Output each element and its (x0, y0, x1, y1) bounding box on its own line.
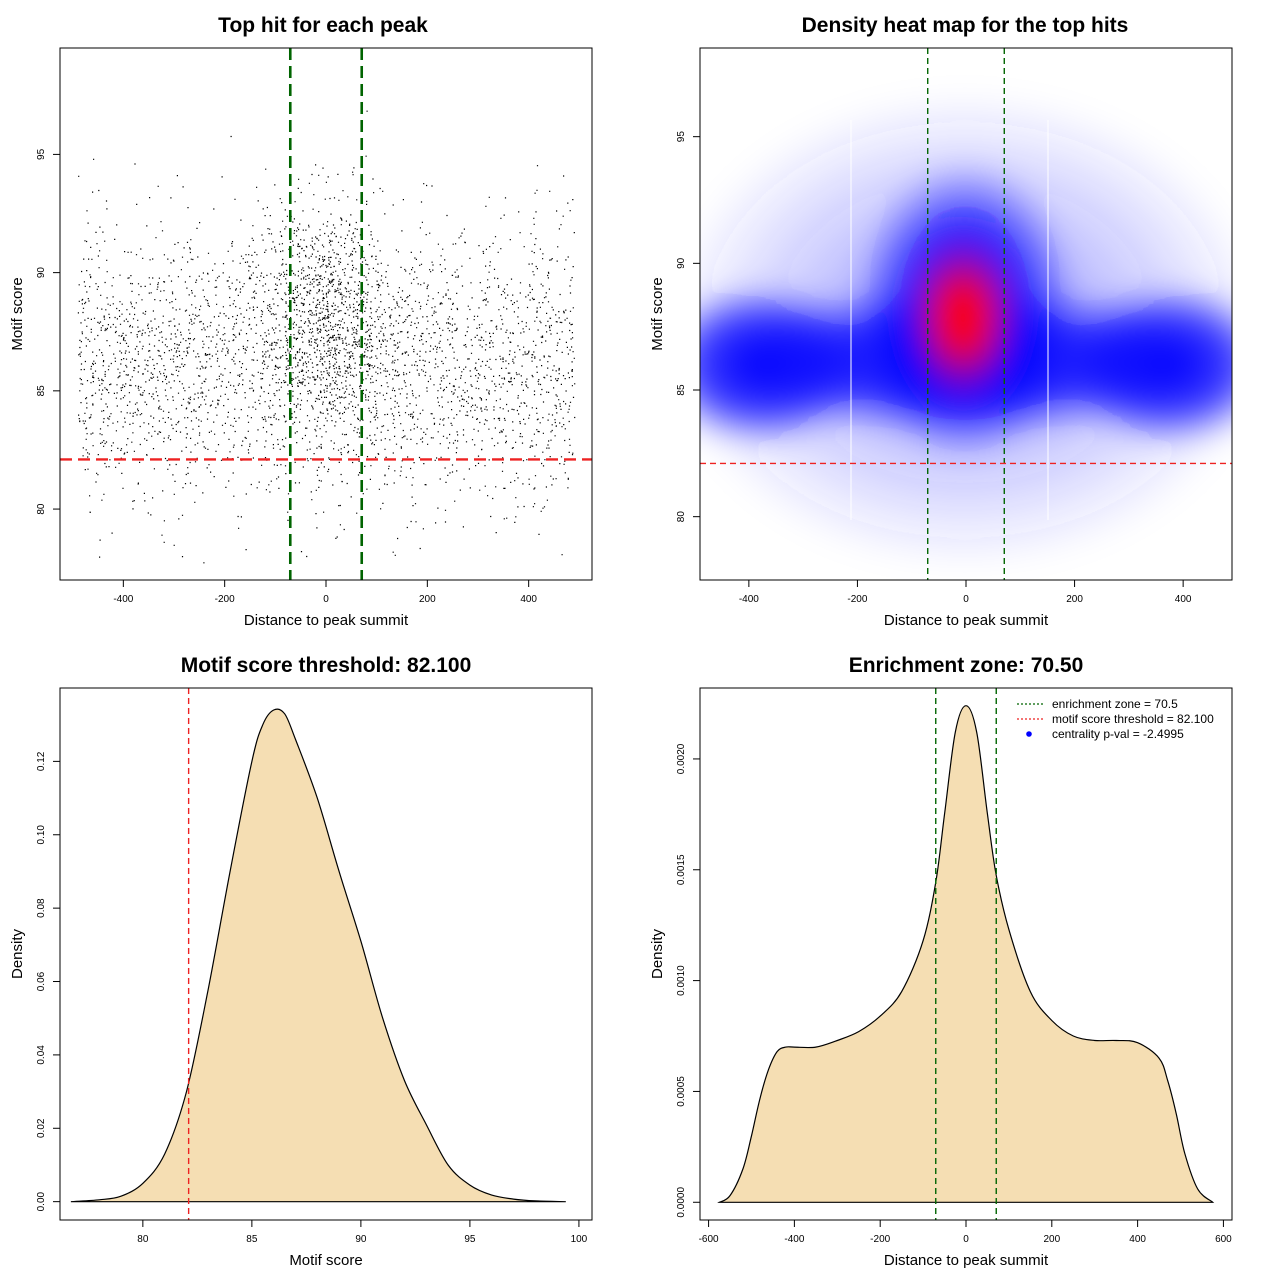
heatmap-threshold-lines (700, 48, 1232, 580)
heatmap-y-label: Motif score (649, 277, 666, 350)
heatmap-y-tick-label: 80 (676, 511, 687, 523)
scatter-y-tick-label: 95 (36, 148, 47, 160)
panel-heatmap: Density heat map for the top hits -400 -2… (649, 14, 1233, 629)
distance-density-x-axis: -600 -400 -200 0 200 400 600 (699, 1219, 1232, 1245)
scatter-x-tick-label: 0 (323, 594, 329, 605)
distance-density-y-tick-label: 0.0010 (676, 965, 687, 996)
score-density-x-label: Motif score (289, 1252, 362, 1269)
scatter-y-axis: 80 85 90 95 (36, 148, 61, 515)
panel-distance-density: Enrichment zone: 70.50 -600 -400 -200 0 200 4… (649, 654, 1233, 1269)
scatter-title: Top hit for each peak (218, 14, 428, 37)
score-density-x-tick-label: 90 (355, 1234, 367, 1245)
score-density-y-tick-label: 0.06 (36, 971, 47, 991)
heatmap-y-tick-label: 85 (676, 384, 687, 396)
heatmap-x-tick-label: 0 (963, 594, 969, 605)
scatter-y-label: Motif score (9, 277, 26, 350)
scatter-threshold-lines (60, 48, 592, 580)
panel-score-density: Motif score threshold: 82.100 80 85 90 95 10… (9, 654, 593, 1269)
legend-blue-dot-key (1026, 731, 1032, 737)
heatmap-x-tick-label: -200 (847, 594, 867, 605)
score-density-x-tick-label: 100 (571, 1234, 588, 1245)
heatmap-x-axis: -400 -200 0 200 400 (739, 579, 1192, 605)
distance-density-y-tick-label: 0.0000 (676, 1187, 687, 1218)
score-density-y-tick-label: 0.12 (36, 751, 47, 771)
heatmap-x-tick-label: 400 (1175, 594, 1192, 605)
scatter-x-tick-label: 200 (419, 594, 436, 605)
heatmap-hotspot (903, 228, 1023, 408)
distance-density-y-axis: 0.0000 0.0005 0.0010 0.0015 0.0020 (676, 743, 701, 1218)
scatter-x-tick-label: -200 (215, 594, 235, 605)
scatter-plot-frame (59, 47, 593, 581)
score-density-y-tick-label: 0.08 (36, 898, 47, 918)
distance-density-x-tick-label: -200 (870, 1234, 890, 1245)
distance-density-title: Enrichment zone: 70.50 (849, 654, 1084, 677)
distance-density-y-tick-label: 0.0015 (676, 854, 687, 885)
scatter-y-tick-label: 80 (36, 503, 47, 515)
scatter-y-tick-label: 90 (36, 267, 47, 279)
score-density-x-axis: 80 85 90 95 100 (137, 1219, 588, 1245)
distance-density-x-tick-label: -400 (784, 1234, 804, 1245)
heatmap-y-tick-label: 90 (676, 257, 687, 269)
legend-entry-zone: enrichment zone = 70.5 (1052, 697, 1178, 711)
score-density-title: Motif score threshold: 82.100 (181, 654, 472, 677)
score-density-y-axis: 0.00 0.02 0.04 0.06 0.08 0.10 0.12 (36, 751, 61, 1211)
heatmap-density-field (700, 90, 1232, 570)
distance-density-x-tick-label: 200 (1043, 1234, 1060, 1245)
score-density-x-tick-label: 85 (246, 1234, 258, 1245)
heatmap-y-axis: 80 85 90 95 (676, 131, 701, 523)
scatter-x-tick-label: 400 (520, 594, 537, 605)
panel-scatter: Top hit for each peak -400 -200 0 200 400 80… (9, 14, 593, 629)
heatmap-x-label: Distance to peak summit (884, 612, 1049, 629)
score-density-area (70, 708, 566, 1203)
score-density-x-tick-label: 95 (464, 1234, 476, 1245)
score-density-y-tick-label: 0.04 (36, 1045, 47, 1065)
score-density-y-tick-label: 0.10 (36, 825, 47, 845)
distance-density-x-label: Distance to peak summit (884, 1252, 1049, 1269)
scatter-x-label: Distance to peak summit (244, 612, 409, 629)
scatter-x-tick-label: -400 (113, 594, 133, 605)
distance-density-x-tick-label: -600 (699, 1234, 719, 1245)
score-density-x-tick-label: 80 (137, 1234, 149, 1245)
distance-density-x-tick-label: 0 (963, 1234, 969, 1245)
legend-entry-pval: centrality p-val = -2.4995 (1052, 727, 1184, 741)
distance-density-legend: enrichment zone = 70.5 motif score thres… (1017, 697, 1214, 741)
score-density-y-label: Density (9, 928, 26, 979)
score-density-y-tick-label: 0.02 (36, 1118, 47, 1138)
heatmap-x-tick-label: -400 (739, 594, 759, 605)
legend-entry-threshold: motif score threshold = 82.100 (1052, 712, 1214, 726)
heatmap-y-tick-label: 95 (676, 131, 687, 143)
scatter-points (77, 110, 576, 564)
distance-density-area (717, 705, 1215, 1203)
distance-density-y-label: Density (649, 928, 666, 979)
scatter-point-cloud (77, 110, 576, 564)
distance-density-x-tick-label: 600 (1215, 1234, 1232, 1245)
distance-density-y-tick-label: 0.0020 (676, 743, 687, 774)
heatmap-x-tick-label: 200 (1066, 594, 1083, 605)
score-density-y-tick-label: 0.00 (36, 1191, 47, 1211)
scatter-y-tick-label: 85 (36, 385, 47, 397)
scatter-x-axis: -400 -200 0 200 400 (113, 579, 537, 605)
distance-density-x-tick-label: 400 (1129, 1234, 1146, 1245)
heatmap-title: Density heat map for the top hits (802, 14, 1129, 37)
distance-density-y-tick-label: 0.0005 (676, 1076, 687, 1107)
distance-zone-lines (935, 688, 997, 1220)
